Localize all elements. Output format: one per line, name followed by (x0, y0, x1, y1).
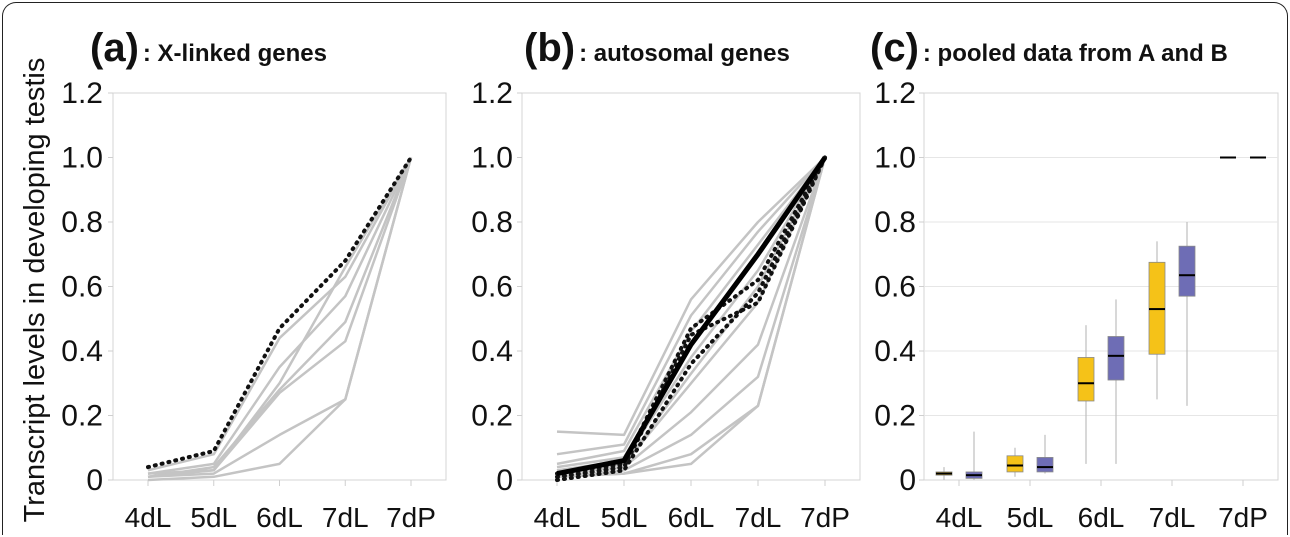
x-tick-label: 5dL (190, 502, 237, 533)
box-7dL-X-linked (1148, 241, 1166, 400)
panel-b: (b): autosomal genes 0 0.2 0.4 0.6 0.8 1.0 1.2… (471, 26, 861, 533)
y-tick-label: 0.8 (874, 206, 916, 239)
y-tick-label: 0.8 (471, 206, 513, 239)
series-line-gray (556, 156, 826, 456)
panel-b-description: : autosomal genes (579, 40, 790, 67)
panel-a-description: : X-linked genes (143, 40, 327, 67)
x-tick-label: 7dL (1149, 502, 1196, 533)
y-axis-label: Transcript levels in developing testis (19, 58, 51, 523)
x-tick-label: 7dL (322, 502, 369, 533)
box-4dL-X-linked (935, 467, 953, 480)
box-6dL-autosomal (1107, 299, 1125, 464)
panel-a-title: (a): X-linked genes (90, 26, 327, 70)
series-line-gray (556, 157, 827, 479)
x-tick-label: 7dP (1218, 502, 1268, 533)
x-tick-label: 5dL (1007, 502, 1054, 533)
y-tick-label: 1.0 (874, 142, 916, 175)
series-line-gray (556, 156, 827, 469)
y-tick-label: 0.6 (874, 271, 916, 304)
y-tick-label: 1.0 (61, 142, 103, 175)
series-line-gray (556, 157, 827, 475)
box-6dL-X-linked (1077, 325, 1095, 464)
box-body (1107, 336, 1125, 381)
y-tick-label: 0 (899, 464, 916, 497)
x-tick-label: 4dL (936, 502, 983, 533)
box-5dL-X-linked (1006, 447, 1024, 477)
panel-c-plot: 0 0.2 0.4 0.6 0.8 1.0 1.2 4dL 5dL 6dL 7dL 7dP (874, 77, 1279, 533)
x-tick-label: 6dL (668, 502, 715, 533)
y-tick-label: 0.2 (61, 400, 103, 433)
series-line-gray (147, 157, 413, 479)
panel-c: (c): pooled data from A and B 0 0.2 0.4 0.6… (870, 26, 1279, 533)
series-line-gray (147, 156, 413, 475)
box-7dL-autosomal (1178, 222, 1196, 406)
series-line-gray (556, 156, 826, 437)
series-line-gray (147, 156, 413, 475)
x-tick-label: 4dL (534, 502, 581, 533)
series-line-gray (147, 157, 413, 479)
y-tick-label: 0 (86, 464, 103, 497)
panel-b-title: (b): autosomal genes (524, 26, 790, 70)
plot-frame (112, 92, 447, 481)
series-line-dotted (555, 155, 827, 479)
panel-c-title: (c): pooled data from A and B (870, 26, 1228, 70)
y-tick-label: 1.2 (874, 77, 916, 110)
panel-a-plot: 0 0.2 0.4 0.6 0.8 1.0 1.2 4dL 5dL 6dL 7dL 7dP (61, 77, 447, 533)
box-body (1178, 245, 1196, 297)
box-body (1036, 457, 1054, 473)
series-line-dotted (555, 155, 827, 476)
series-line-dotted (555, 155, 827, 482)
box-body (1077, 357, 1095, 402)
x-tick-label: 6dL (256, 502, 303, 533)
box-body (1006, 455, 1024, 473)
panel-a-letter: (a) (90, 26, 139, 70)
y-tick-label: 0.4 (471, 335, 513, 368)
box-5dL-autosomal (1036, 434, 1054, 474)
y-tick-label: 0.2 (874, 400, 916, 433)
y-tick-label: 0.8 (61, 206, 103, 239)
x-tick-label: 4dL (125, 502, 172, 533)
panel-c-letter: (c) (870, 26, 919, 70)
plot-frame (521, 92, 861, 481)
y-tick-label: 1.2 (61, 77, 103, 110)
y-tick-label: 0.6 (61, 271, 103, 304)
y-tick-label: 0.2 (471, 400, 513, 433)
x-tick-label: 5dL (601, 502, 648, 533)
series-line-bold (556, 156, 828, 477)
y-tick-label: 0.4 (874, 335, 916, 368)
series-line-gray (147, 157, 413, 479)
y-tick-label: 0 (496, 464, 513, 497)
panel-a: (a): X-linked genes 0 0.2 0.4 0.6 0.8 1.0 1.2 4… (61, 26, 447, 533)
panel-c-description: : pooled data from A and B (923, 40, 1228, 67)
x-tick-label: 7dP (386, 502, 436, 533)
box-4dL-autosomal (965, 431, 983, 480)
series-line-gray (147, 156, 413, 472)
x-tick-label: 7dL (735, 502, 782, 533)
series-line-gray (556, 157, 827, 479)
y-tick-label: 0.4 (61, 335, 103, 368)
series-line-gray (147, 157, 413, 482)
panel-b-plot: 0 0.2 0.4 0.6 0.8 1.0 1.2 4dL 5dL 6dL 7dL 7dP (471, 77, 861, 533)
series-line-dotted (146, 155, 413, 470)
x-tick-label: 7dP (800, 502, 850, 533)
panel-b-letter: (b) (524, 26, 575, 70)
x-tick-label: 6dL (1078, 502, 1125, 533)
y-tick-label: 0.6 (471, 271, 513, 304)
y-tick-label: 1.0 (471, 142, 513, 175)
y-tick-label: 1.2 (471, 77, 513, 110)
